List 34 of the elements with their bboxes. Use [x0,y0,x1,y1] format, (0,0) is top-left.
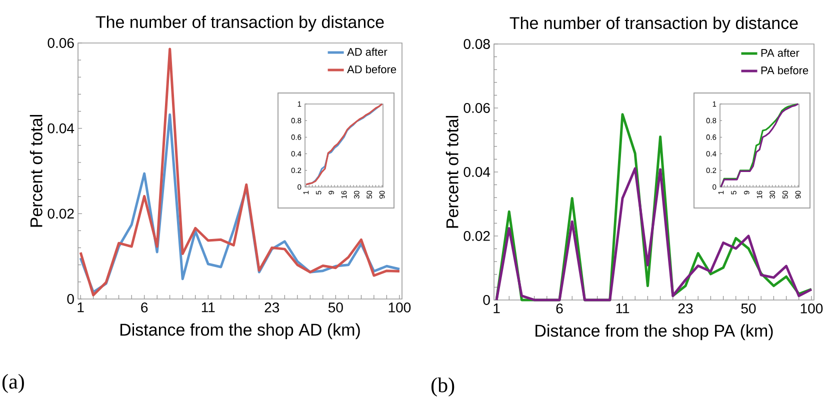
text: (a) [2,374,24,393]
y-axis-title: Percent of total [30,114,42,227]
x-tick-label: 11 [616,304,630,314]
x-tick-label: 100 [800,304,823,314]
x-tick-label: 50 [741,304,756,314]
x-axis-title: Distance from the shop AD (km) [120,323,360,340]
x-tick-label: 6 [556,304,563,314]
y-tick-label: 0.02 [48,208,74,219]
legend-label: AD before [347,65,396,74]
y-tick-label: 0 [483,295,490,305]
y-axis-title: Percent of total [446,116,458,228]
legend-label: PA after [761,48,800,57]
x-tick-label: 1 [494,304,500,314]
y-tick-label: 0.06 [464,103,490,113]
legend-label: AD after [347,48,388,56]
y-tick-label: 0 [67,294,74,304]
chart-title: The number of transaction by distance [96,16,384,32]
line-series [79,48,401,296]
y-tick-label: 0.04 [464,167,490,177]
x-tick-label: 6 [141,302,148,312]
x-tick-label: 23 [264,302,280,312]
y-tick-label: 0.02 [464,231,490,241]
y-tick-label: 0.04 [48,123,74,134]
y-tick-label: 0.08 [464,39,490,49]
x-tick-label: 100 [388,302,411,312]
x-tick-label: 50 [328,302,343,312]
chart-title: The number of transaction by distance [510,16,798,32]
y-tick-label: 0.06 [48,38,74,48]
x-axis-title: Distance from the shop PA (km) [536,324,773,340]
x-tick-label: 1 [78,302,84,312]
x-tick-label: 23 [678,304,693,314]
x-tick-label: 11 [202,302,215,312]
legend-label: PA before [761,66,808,74]
text: (b) [431,378,454,397]
